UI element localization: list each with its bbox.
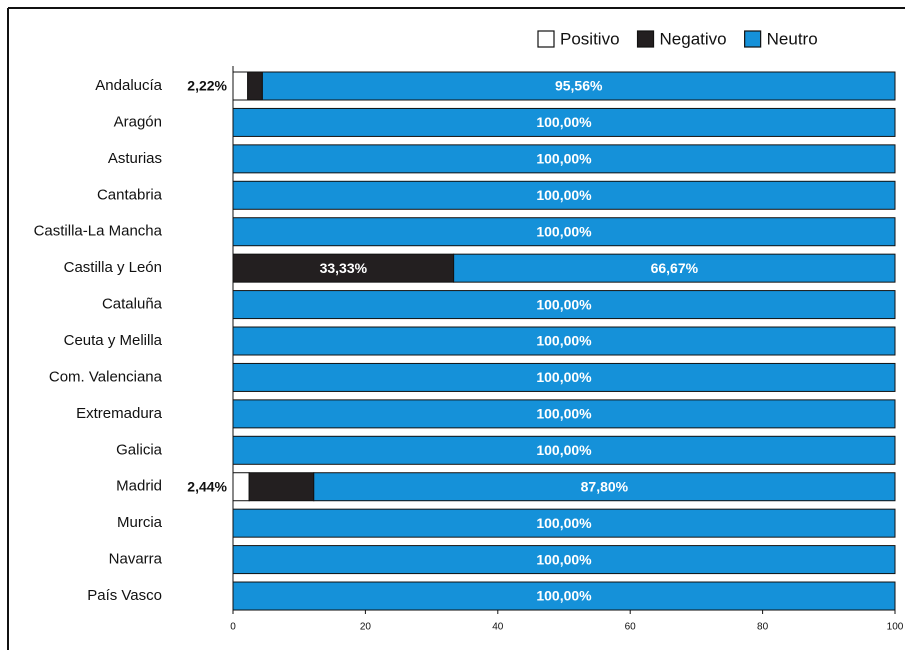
bar-segment xyxy=(247,71,263,101)
bar-segment xyxy=(232,217,896,247)
legend-label: Neutro xyxy=(767,29,818,48)
y-tick-label: Extremadura xyxy=(76,405,163,422)
y-tick-label: Com. Valenciana xyxy=(49,368,163,385)
x-tick-label: 60 xyxy=(625,622,637,633)
y-tick-label: Ceuta y Melilla xyxy=(64,332,163,349)
bar-segment xyxy=(261,71,896,101)
bar-segment xyxy=(248,472,315,502)
bar-segment xyxy=(232,144,896,174)
bar-segment xyxy=(313,472,896,502)
x-tick-label: 20 xyxy=(360,622,372,633)
value-label: 100,00% xyxy=(536,333,592,349)
bar-segment xyxy=(453,253,896,283)
bar-segment xyxy=(232,399,896,429)
value-label: 66,67% xyxy=(651,260,699,276)
value-label: 87,80% xyxy=(581,478,629,494)
value-label: 100,00% xyxy=(536,223,592,239)
y-tick-label: Cantabria xyxy=(97,186,163,203)
value-label: 33,33% xyxy=(320,260,368,276)
legend-swatch xyxy=(636,30,655,48)
bar-segment xyxy=(232,435,896,465)
y-tick-label: Madrid xyxy=(116,478,162,495)
y-tick-label: Galicia xyxy=(116,441,163,458)
bar-segment xyxy=(232,362,896,392)
y-tick-label: Navarra xyxy=(109,551,163,568)
value-label: 100,00% xyxy=(536,114,592,130)
value-label: 100,00% xyxy=(536,588,592,604)
bar-segment xyxy=(232,326,896,356)
value-label: 2,22% xyxy=(187,78,227,94)
y-tick-label: Murcia xyxy=(117,514,163,531)
legend-label: Positivo xyxy=(560,29,620,48)
bar-segment xyxy=(232,180,896,210)
bar-segment xyxy=(232,472,250,502)
bar-segment xyxy=(232,71,249,101)
y-tick-label: Cataluña xyxy=(102,296,163,313)
legend-swatch xyxy=(537,30,555,48)
y-tick-label: Asturias xyxy=(108,150,162,167)
value-label: 2,44% xyxy=(187,478,227,494)
value-label: 100,00% xyxy=(536,442,592,458)
bar-segment xyxy=(232,545,896,575)
bar-segment xyxy=(232,107,896,137)
x-tick-label: 100 xyxy=(887,622,904,633)
y-tick-label: Aragón xyxy=(114,113,162,130)
bar-segment xyxy=(232,508,896,538)
y-tick-label: Castilla-La Mancha xyxy=(34,223,163,240)
y-tick-label: País Vasco xyxy=(87,587,162,604)
value-label: 100,00% xyxy=(536,296,592,312)
value-label: 100,00% xyxy=(536,187,592,203)
value-label: 95,56% xyxy=(555,78,603,94)
value-label: 100,00% xyxy=(536,369,592,385)
bar-segment xyxy=(232,581,896,611)
y-tick-label: Castilla y León xyxy=(64,259,162,276)
bar-segment xyxy=(232,253,455,283)
value-label: 100,00% xyxy=(536,151,592,167)
value-label: 100,00% xyxy=(536,551,592,567)
bar-segment xyxy=(232,290,896,320)
legend-swatch xyxy=(744,30,762,48)
x-tick-label: 80 xyxy=(757,622,769,633)
legend-label: Negativo xyxy=(660,29,727,48)
y-tick-label: Andalucía xyxy=(95,77,162,94)
x-tick-label: 40 xyxy=(492,622,504,633)
value-label: 100,00% xyxy=(536,406,592,422)
value-label: 100,00% xyxy=(536,515,592,531)
x-tick-label: 0 xyxy=(230,622,236,633)
